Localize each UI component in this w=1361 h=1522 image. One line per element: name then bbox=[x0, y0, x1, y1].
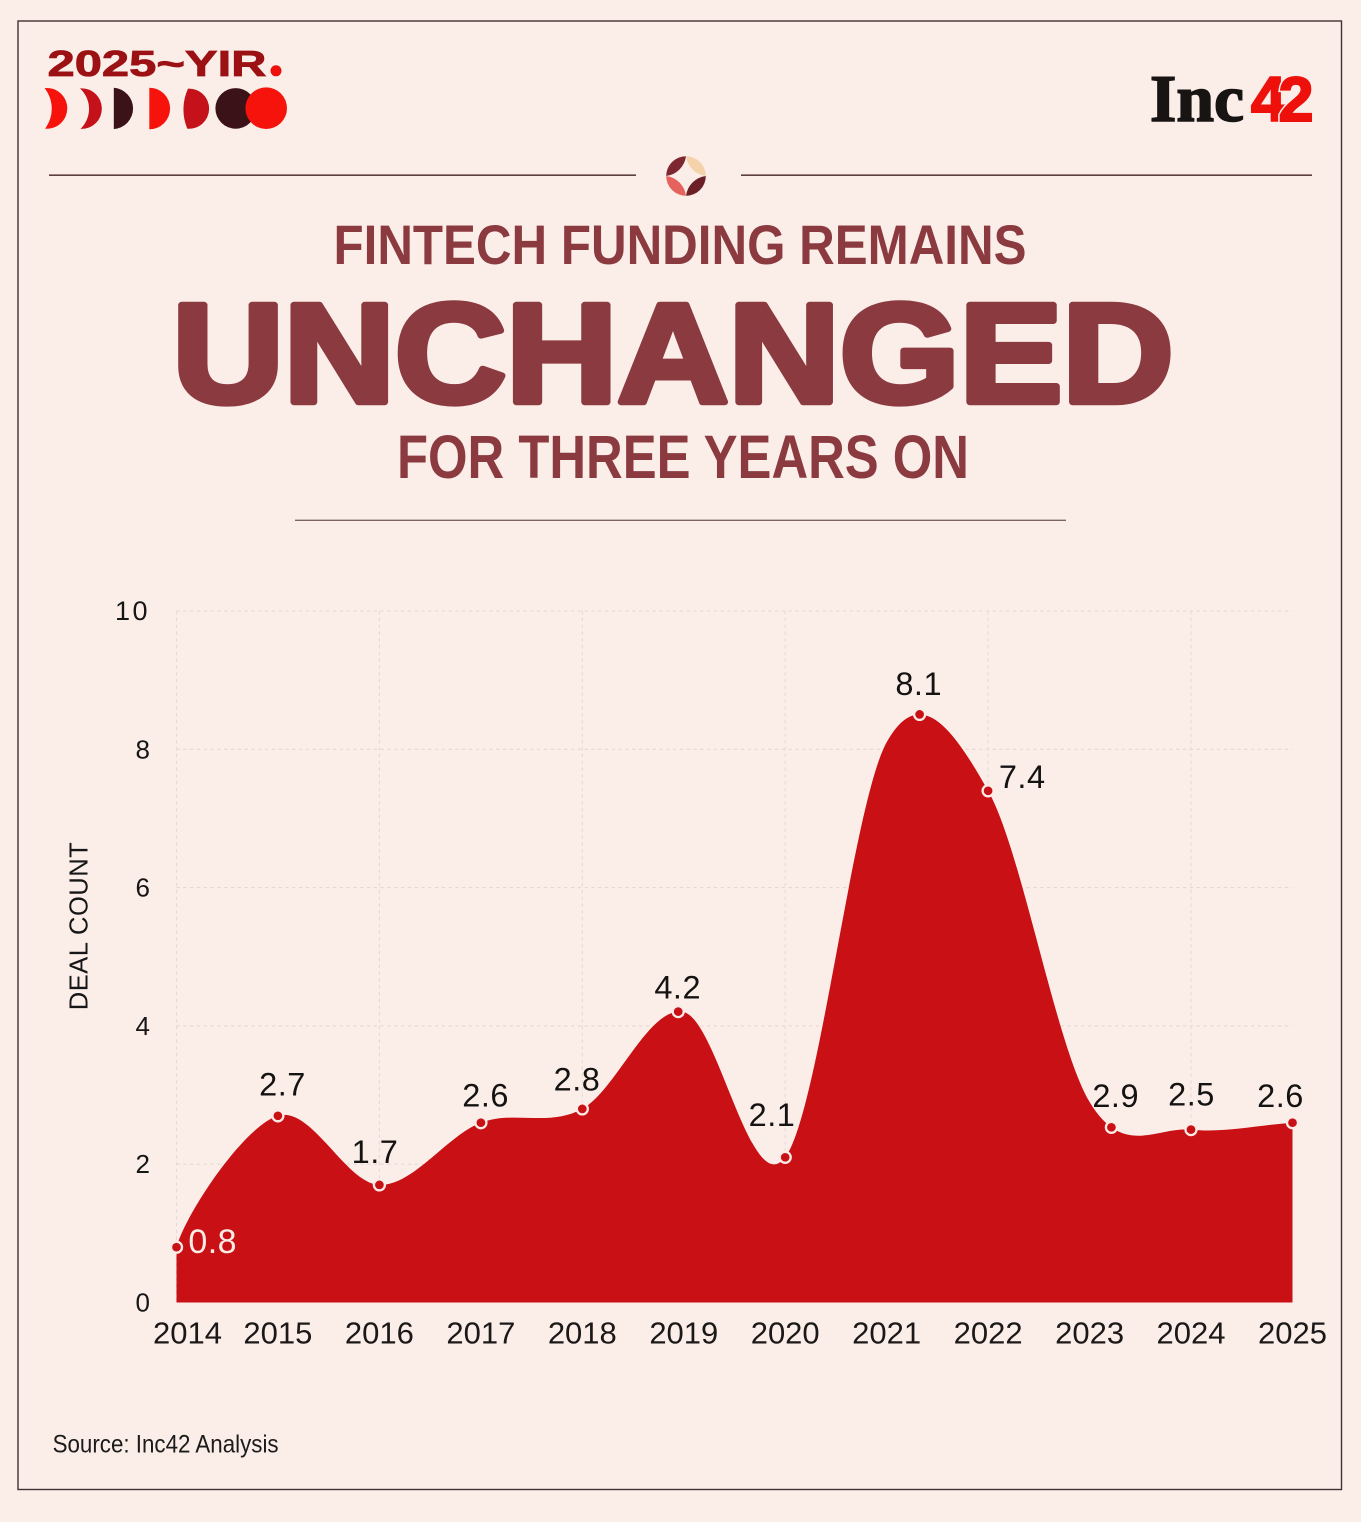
svg-text:2024: 2024 bbox=[1157, 1316, 1226, 1351]
svg-text:2014: 2014 bbox=[153, 1316, 222, 1351]
svg-text:FOR THREE YEARS ON: FOR THREE YEARS ON bbox=[397, 423, 969, 492]
svg-text:2.5: 2.5 bbox=[1168, 1077, 1215, 1113]
svg-text:2.7: 2.7 bbox=[259, 1067, 306, 1103]
svg-text:2.6: 2.6 bbox=[1257, 1078, 1304, 1114]
svg-text:2025~YIR: 2025~YIR bbox=[48, 43, 267, 84]
svg-text:Source: Inc42 Analysis: Source: Inc42 Analysis bbox=[53, 1431, 279, 1459]
svg-text:DEAL COUNT: DEAL COUNT bbox=[66, 842, 94, 1010]
svg-text:0.8: 0.8 bbox=[188, 1223, 237, 1261]
svg-text:2022: 2022 bbox=[954, 1316, 1023, 1351]
svg-text:10: 10 bbox=[115, 596, 150, 626]
svg-text:2.9: 2.9 bbox=[1092, 1078, 1139, 1114]
svg-text:2: 2 bbox=[136, 1149, 150, 1179]
svg-text:4: 4 bbox=[136, 1011, 150, 1041]
svg-text:2023: 2023 bbox=[1055, 1316, 1124, 1351]
svg-text:Inc: Inc bbox=[1150, 62, 1244, 136]
svg-text:2016: 2016 bbox=[345, 1316, 414, 1351]
svg-text:2018: 2018 bbox=[548, 1316, 617, 1351]
svg-text:4: 4 bbox=[1251, 65, 1286, 135]
svg-text:1.7: 1.7 bbox=[352, 1134, 399, 1170]
svg-text:8.1: 8.1 bbox=[895, 666, 942, 702]
svg-text:2015: 2015 bbox=[243, 1316, 312, 1351]
svg-text:0: 0 bbox=[136, 1288, 150, 1318]
svg-text:2: 2 bbox=[1279, 65, 1314, 135]
svg-text:FINTECH FUNDING REMAINS: FINTECH FUNDING REMAINS bbox=[334, 213, 1027, 276]
svg-text:2.8: 2.8 bbox=[554, 1062, 601, 1098]
svg-text:6: 6 bbox=[136, 873, 150, 903]
svg-text:2025: 2025 bbox=[1258, 1316, 1327, 1351]
svg-text:2020: 2020 bbox=[751, 1316, 820, 1351]
svg-text:UNCHANGED: UNCHANGED bbox=[173, 274, 1174, 432]
svg-text:2: 2 bbox=[1279, 65, 1314, 135]
svg-text:2017: 2017 bbox=[446, 1316, 515, 1351]
svg-text:2.1: 2.1 bbox=[749, 1097, 796, 1133]
svg-text:8: 8 bbox=[136, 734, 150, 764]
svg-text:2019: 2019 bbox=[649, 1316, 718, 1351]
svg-text:2021: 2021 bbox=[852, 1316, 921, 1351]
svg-text:2.6: 2.6 bbox=[462, 1078, 509, 1114]
svg-text:4.2: 4.2 bbox=[654, 970, 701, 1006]
svg-text:7.4: 7.4 bbox=[999, 759, 1046, 795]
